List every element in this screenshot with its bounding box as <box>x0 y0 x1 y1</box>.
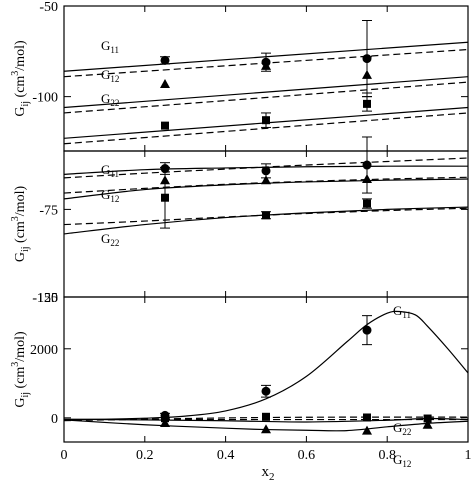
y-tick-label: -100 <box>32 91 58 106</box>
series-label-part: G <box>101 91 110 106</box>
y-axis-label: Gij (cm3/mol) <box>10 40 31 117</box>
y-axis-label-part: ij <box>20 101 31 107</box>
y-axis-label-part: 3 <box>10 216 21 221</box>
series-label-g12: G12 <box>393 452 411 469</box>
series-label-g22: G22 <box>101 91 119 108</box>
series-label-part: G <box>101 38 110 53</box>
y-axis-label-part: /mol) <box>13 331 28 362</box>
marker-g12 <box>261 175 271 185</box>
series-line-g22-solid <box>64 206 468 235</box>
y-axis-label: Gij (cm3/mol) <box>10 331 31 408</box>
x-axis-label-main: x <box>262 464 270 480</box>
marker-g22 <box>262 412 270 421</box>
marker-g12 <box>362 425 372 435</box>
marker-g12 <box>160 418 170 428</box>
series-label-part: 22 <box>110 98 119 108</box>
y-axis-label-part: G <box>13 252 28 262</box>
marker-g22 <box>262 116 270 125</box>
marker-g11 <box>160 55 170 65</box>
y-axis-label-part: (cm <box>13 221 28 246</box>
series-label-part: 12 <box>402 459 411 469</box>
marker-g12 <box>160 78 170 88</box>
marker-g22 <box>363 199 371 208</box>
marker-g12 <box>261 60 271 70</box>
y-axis-label: Gij (cm3/mol) <box>10 186 31 263</box>
series-label-g11: G11 <box>101 162 119 179</box>
series-line-g12-dashed <box>64 81 468 114</box>
marker-g22 <box>161 193 169 202</box>
series-label-part: 11 <box>110 45 119 55</box>
series-label-part: 12 <box>110 194 119 204</box>
x-tick-label: 0.4 <box>217 448 235 463</box>
marker-g12 <box>362 174 372 184</box>
series-label-g22: G22 <box>101 231 119 248</box>
marker-g22 <box>423 414 432 423</box>
series-label-g11: G11 <box>393 303 411 320</box>
y-axis-label-part: 3 <box>10 71 21 76</box>
marker-g11 <box>362 325 372 335</box>
y-axis-label-part: ij <box>20 246 31 252</box>
x-tick-label: 0.6 <box>298 448 316 463</box>
series-label-part: G <box>101 162 110 177</box>
y-tick-label: -125 <box>32 291 58 306</box>
series-label-part: 11 <box>402 310 411 320</box>
series-label-g22: G22 <box>393 420 411 437</box>
x-axis-label-sub: 2 <box>269 471 275 482</box>
y-axis-label-part: /mol) <box>13 40 28 71</box>
y-axis-label-part: G <box>13 398 28 408</box>
series-label-part: G <box>393 452 402 467</box>
marker-g22 <box>262 211 270 220</box>
series-label-g12: G12 <box>101 187 119 204</box>
x-tick-label: 1 <box>465 448 472 463</box>
y-axis-label-part: /mol) <box>13 186 28 217</box>
marker-g11 <box>362 160 372 170</box>
series-label-part: 22 <box>110 238 119 248</box>
series-line-g22-dashed <box>64 112 468 145</box>
marker-g12 <box>422 419 433 429</box>
marker-g22 <box>363 99 371 108</box>
series-label-part: G <box>101 231 110 246</box>
x-tick-label: 0.8 <box>378 448 396 463</box>
marker-g11 <box>261 166 271 176</box>
x-axis: x2 <box>262 464 275 482</box>
y-axis-label-part: ij <box>20 392 31 398</box>
marker-g12 <box>261 424 271 434</box>
series-label-part: G <box>393 303 402 318</box>
x-tick-label: 0 <box>61 448 68 463</box>
series-line-g11-solid <box>64 310 468 421</box>
series-label-part: 12 <box>110 74 119 84</box>
marker-g12 <box>362 69 372 79</box>
series-label-part: G <box>101 67 110 82</box>
y-axis-label-part: (cm <box>13 76 28 101</box>
x-tick-label: 0.2 <box>136 448 154 463</box>
series-line-g12-solid <box>64 419 468 432</box>
y-tick-label: -150 <box>32 291 58 306</box>
y-axis-label-part: G <box>13 107 28 117</box>
marker-g22 <box>363 413 371 422</box>
y-tick-label: 2000 <box>30 343 58 358</box>
marker-g11 <box>261 386 271 396</box>
y-axis-label-part: 3 <box>10 362 21 367</box>
panel-frame <box>63 296 469 443</box>
y-axis-label-part: (cm <box>13 367 28 392</box>
series-label-part: G <box>101 187 110 202</box>
panel-frame <box>63 5 469 152</box>
x-axis-label: x2 <box>262 464 275 482</box>
y-tick-label: -50 <box>39 0 58 15</box>
y-tick-label: -75 <box>39 203 58 218</box>
series-label-part: G <box>393 420 402 435</box>
y-tick-label: 0 <box>51 412 58 427</box>
series-label-part: 22 <box>402 427 411 437</box>
marker-g22 <box>161 121 169 130</box>
series-line-g12-solid <box>64 76 468 109</box>
series-label-g12: G12 <box>101 67 119 84</box>
series-label-part: 11 <box>110 169 119 179</box>
series-label-g11: G11 <box>101 38 119 55</box>
